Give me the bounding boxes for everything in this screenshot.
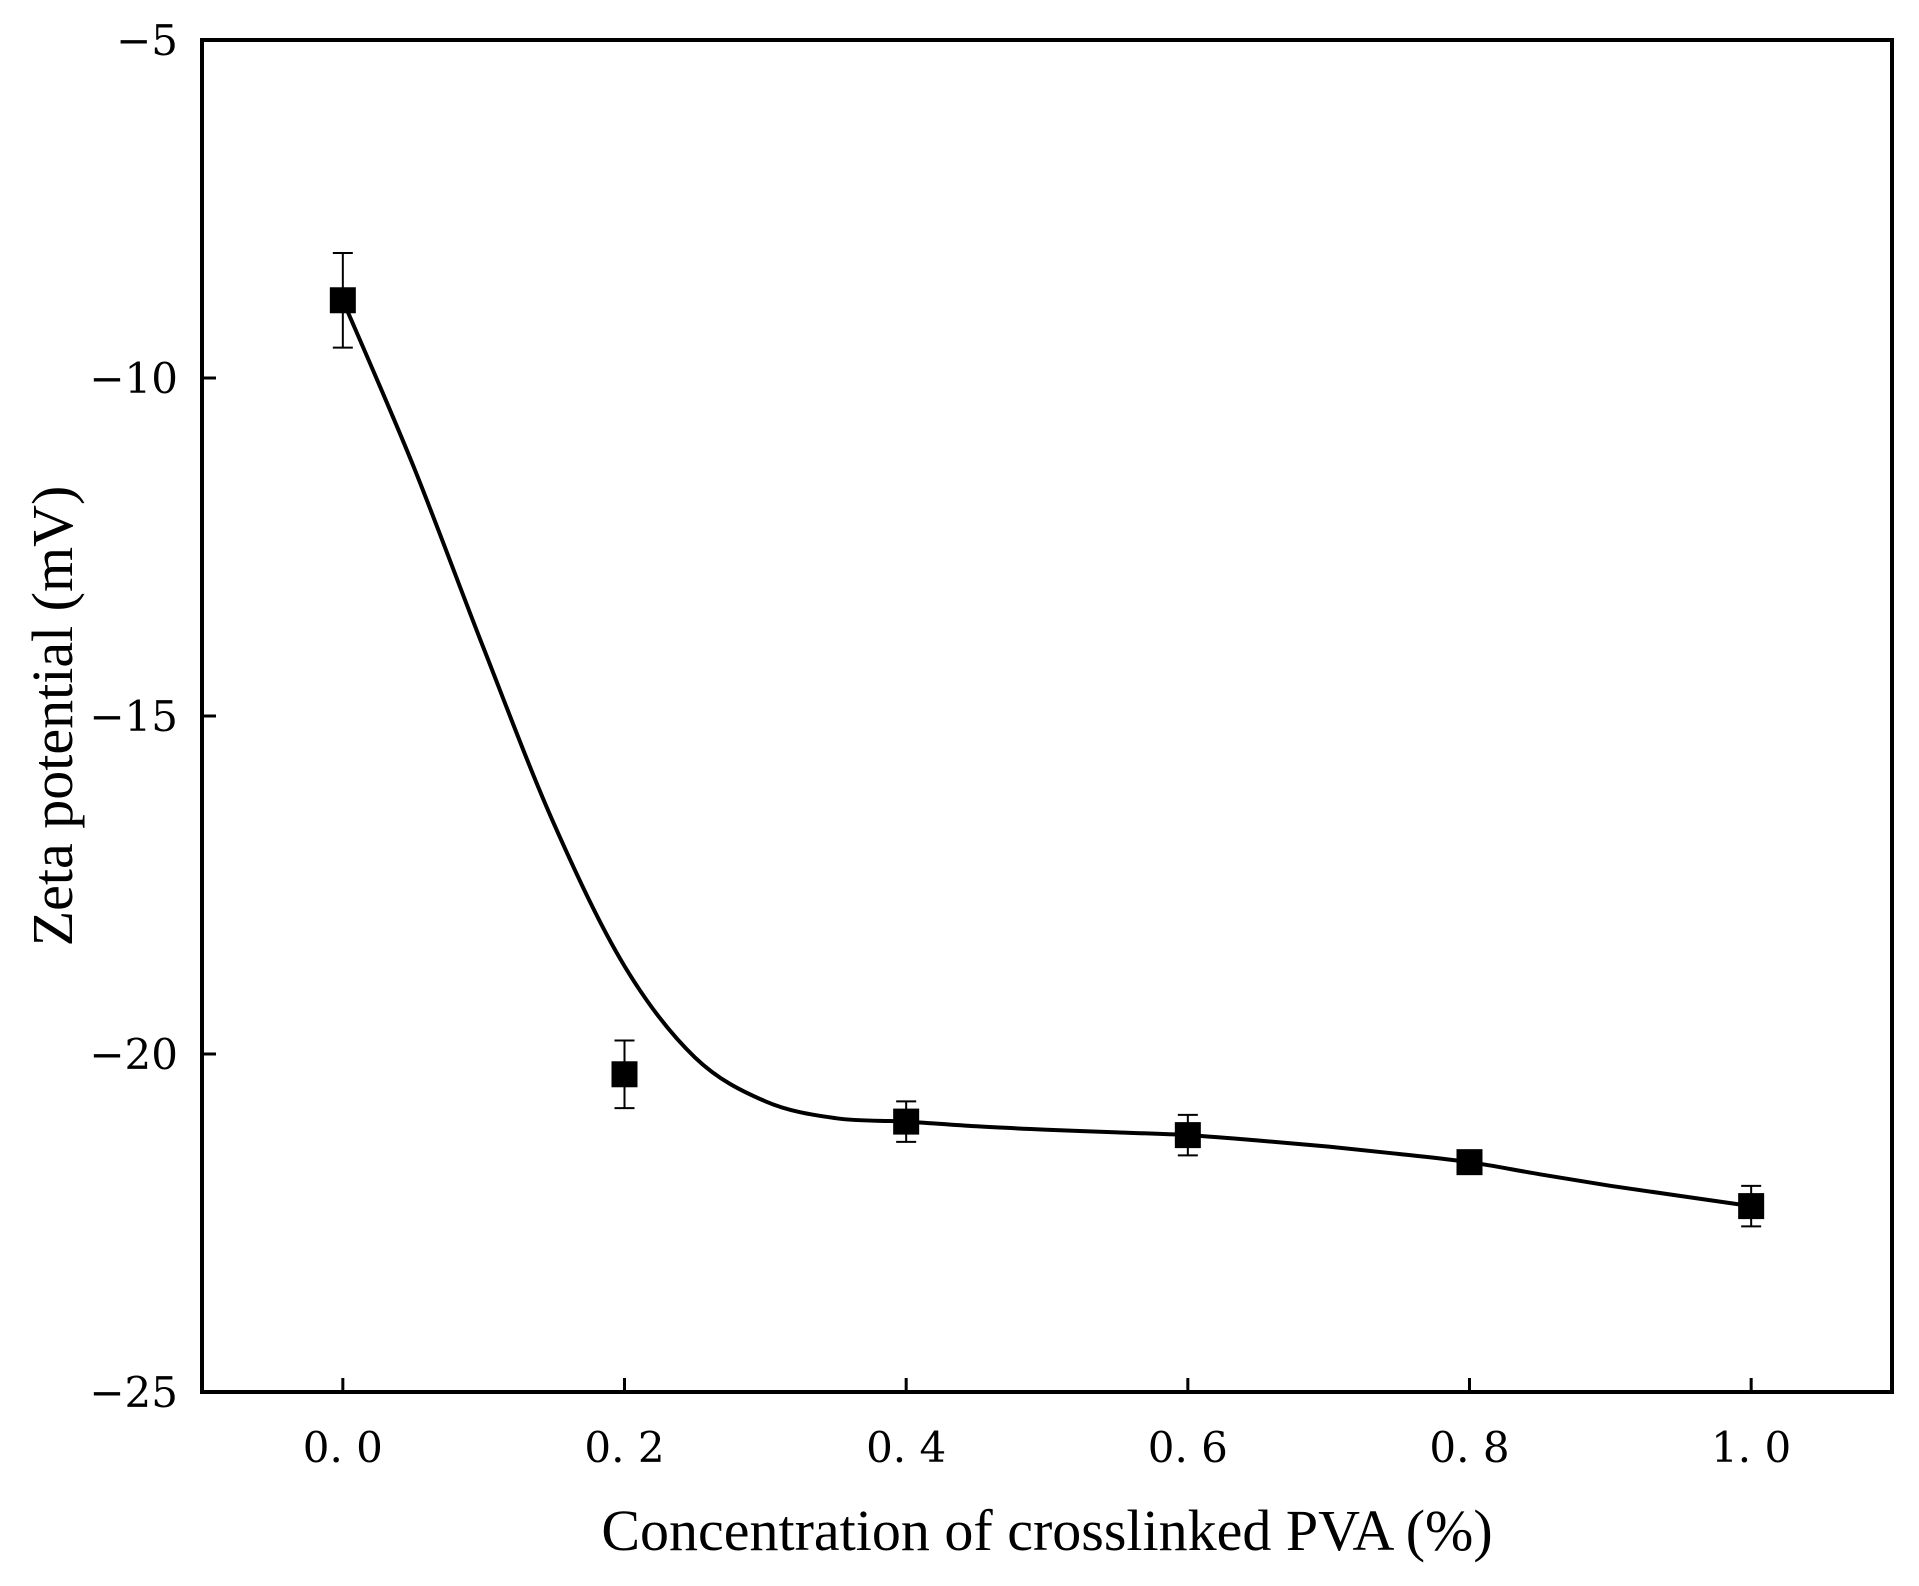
data-point — [1174, 1122, 1201, 1149]
data-point — [1738, 1193, 1765, 1220]
data-points — [329, 287, 1765, 1220]
x-axis-ticks: 0. 0 0. 2 0. 4 0. 6 0. 8 1. 0 — [303, 1378, 1791, 1472]
fit-curve — [340, 298, 1754, 1209]
y-tick-label: −25 — [89, 1368, 178, 1417]
x-tick-label: 0. 4 — [866, 1423, 946, 1472]
y-tick-label: −10 — [89, 354, 178, 403]
y-axis-ticks: −5 −10 −15 −20 −25 — [89, 16, 216, 1417]
y-tick-label: −20 — [89, 1030, 178, 1079]
y-axis-title: Zeta potential (mV) — [20, 486, 85, 947]
x-tick-label: 0. 0 — [303, 1423, 383, 1472]
x-axis-title: Concentration of crosslinked PVA (%) — [601, 1498, 1492, 1563]
data-point — [611, 1061, 638, 1088]
x-tick-label: 0. 6 — [1148, 1423, 1228, 1472]
x-tick-label: 1. 0 — [1711, 1423, 1791, 1472]
x-tick-label: 0. 2 — [584, 1423, 664, 1472]
x-tick-label: 0. 8 — [1429, 1423, 1509, 1472]
error-bars — [332, 251, 1762, 1228]
data-point — [893, 1108, 920, 1135]
y-tick-label: −5 — [116, 16, 178, 65]
data-point — [1456, 1149, 1483, 1176]
y-tick-label: −15 — [89, 692, 178, 741]
data-point — [329, 287, 356, 314]
